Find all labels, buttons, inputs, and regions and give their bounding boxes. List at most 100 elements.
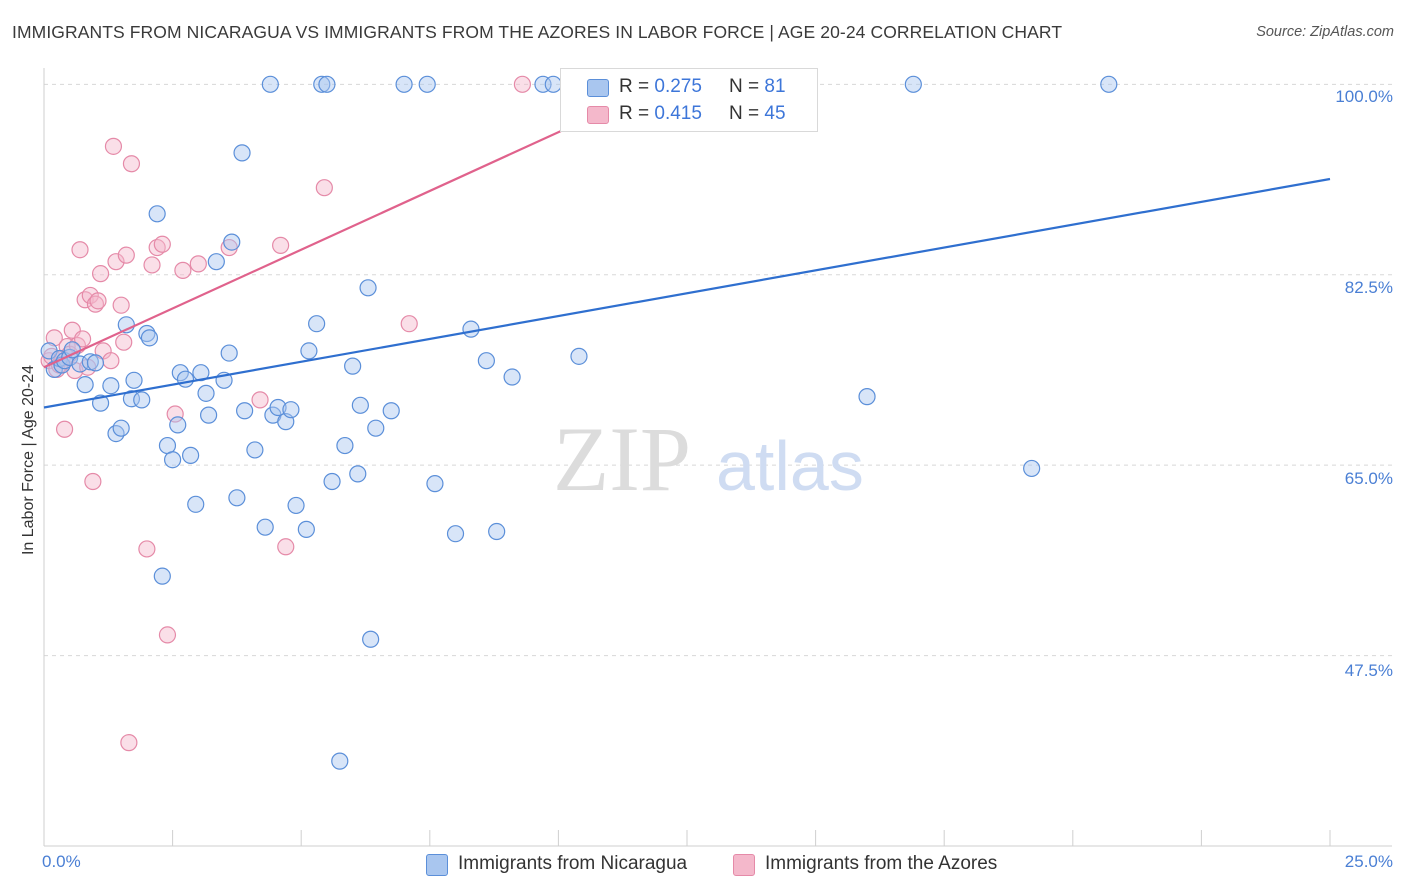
nicaragua-point <box>140 329 159 347</box>
legend-r-value: 0.415 <box>654 103 702 124</box>
series-swatch-pink <box>733 854 755 876</box>
nicaragua-point <box>148 205 166 223</box>
nicaragua-point <box>351 396 369 414</box>
nicaragua-point <box>349 465 367 483</box>
azores-point <box>158 626 177 644</box>
nicaragua-point <box>164 451 182 469</box>
nicaragua-point <box>331 752 349 770</box>
nicaragua-point <box>318 75 336 93</box>
nicaragua-point <box>462 320 480 338</box>
legend-r-value: 0.275 <box>654 76 702 97</box>
nicaragua-point <box>197 384 215 402</box>
nicaragua-point <box>488 522 506 541</box>
nicaragua-point <box>1100 75 1118 93</box>
azores-points <box>40 75 531 752</box>
azores-point <box>166 405 184 423</box>
azores-point <box>120 734 138 752</box>
nicaragua-point <box>904 75 922 93</box>
y-tick-label-65: 65.0% <box>1344 469 1393 488</box>
azores-point <box>315 179 333 197</box>
nicaragua-point <box>153 567 171 585</box>
azores-point <box>107 253 125 271</box>
azores-point <box>86 295 105 313</box>
nicaragua-point <box>86 354 105 372</box>
nicaragua-point <box>544 75 562 93</box>
series-legend-nicaragua: Immigrants from Nicaragua <box>426 853 688 876</box>
nicaragua-point <box>187 495 205 513</box>
azores-point <box>73 330 92 348</box>
legend-n-label: N = <box>729 103 765 124</box>
nicaragua-point <box>256 518 274 536</box>
nicaragua-point <box>858 388 876 406</box>
watermark-zip: ZIP <box>553 408 691 510</box>
nicaragua-point <box>382 402 400 420</box>
nicaragua-point <box>282 401 300 419</box>
azores-point <box>122 155 141 173</box>
stats-legend: R = 0.275 N = 81 R = 0.415 N = 45 <box>560 68 818 132</box>
nicaragua-point <box>182 446 200 464</box>
nicaragua-point <box>125 371 143 389</box>
nicaragua-point <box>246 441 264 459</box>
azores-point <box>277 538 295 556</box>
azores-point <box>112 296 130 314</box>
legend-swatch-blue <box>587 79 609 97</box>
legend-n-value: 45 <box>764 103 786 124</box>
y-tick-label-82.5: 82.5% <box>1344 278 1393 297</box>
nicaragua-point <box>81 353 99 371</box>
nicaragua-point <box>446 525 465 543</box>
watermark-atlas: atlas <box>716 427 864 505</box>
azores-point <box>89 292 107 310</box>
y-tick-label-100: 100.0% <box>1335 87 1393 106</box>
x-axis-ticks <box>43 830 1331 846</box>
nicaragua-point <box>308 315 326 333</box>
legend-n-label: N = <box>729 76 765 97</box>
y-axis-label: In Labor Force | Age 20-24 <box>20 364 37 556</box>
x-tick-label-25: 25.0% <box>1344 852 1393 871</box>
nicaragua-point <box>362 630 380 648</box>
chart-title: IMMIGRANTS FROM NICARAGUA VS IMMIGRANTS … <box>12 22 1063 42</box>
azores-point <box>71 241 89 259</box>
nicaragua-point <box>176 370 195 388</box>
gridlines <box>44 83 1392 657</box>
azores-point <box>513 75 531 93</box>
nicaragua-point <box>1023 459 1041 478</box>
watermark: ZIP atlas <box>553 408 864 510</box>
azores-point <box>115 333 133 351</box>
nicaragua-point <box>112 419 130 437</box>
azores-point <box>148 238 166 257</box>
azores-point <box>189 255 207 273</box>
nicaragua-point <box>570 347 588 365</box>
azores-point <box>143 256 161 274</box>
nicaragua-point <box>323 472 341 491</box>
nicaragua-point <box>236 402 254 420</box>
azores-point <box>138 540 156 558</box>
nicaragua-point <box>102 377 120 395</box>
nicaragua-point <box>336 436 354 455</box>
nicaragua-point <box>287 496 305 515</box>
nicaragua-point <box>367 419 385 437</box>
nicaragua-point <box>228 489 246 507</box>
azores-point <box>102 352 120 370</box>
nicaragua-point <box>344 357 362 375</box>
azores-point <box>45 329 63 347</box>
nicaragua-point <box>477 352 495 370</box>
series-label-azores: Immigrants from the Azores <box>765 853 998 874</box>
nicaragua-point <box>207 253 225 271</box>
nicaragua-point <box>297 520 315 538</box>
y-tick-label-47.5: 47.5% <box>1344 661 1393 680</box>
nicaragua-points <box>40 75 1118 770</box>
nicaragua-point <box>261 75 279 93</box>
nicaragua-point <box>426 475 444 493</box>
nicaragua-point <box>169 416 187 434</box>
nicaragua-point <box>503 368 521 386</box>
nicaragua-point <box>300 342 318 360</box>
azores-point <box>400 315 418 333</box>
nicaragua-point <box>76 376 94 394</box>
nicaragua-trend-line <box>43 177 1331 409</box>
nicaragua-point <box>223 233 241 251</box>
series-label-nicaragua: Immigrants from Nicaragua <box>458 853 688 874</box>
nicaragua-point <box>359 279 377 297</box>
nicaragua-point <box>133 391 151 409</box>
nicaragua-point <box>220 344 238 362</box>
